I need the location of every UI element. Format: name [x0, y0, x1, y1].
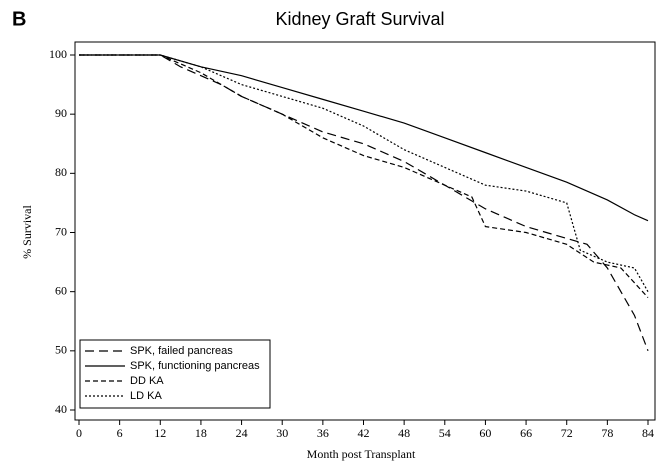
- x-tick-label: 0: [76, 426, 82, 440]
- legend-box: [79, 339, 271, 409]
- y-tick-label: 50: [55, 343, 67, 357]
- legend-label: LD KA: [130, 390, 162, 402]
- x-tick-label: 36: [317, 426, 329, 440]
- y-tick-label: 60: [55, 283, 67, 297]
- x-tick-label: 6: [117, 426, 123, 440]
- y-tick-label: 70: [55, 224, 67, 238]
- legend-label: SPK, functioning pancreas: [130, 360, 260, 372]
- x-axis-label: Month post Transplant: [307, 447, 416, 461]
- x-tick-label: 48: [398, 426, 410, 440]
- x-tick-label: 18: [195, 426, 207, 440]
- survival-line: [79, 54, 649, 292]
- x-tick-label: 24: [236, 426, 248, 440]
- x-tick-label: 12: [154, 426, 166, 440]
- x-tick-label: 60: [479, 426, 491, 440]
- chart-title: Kidney Graft Survival: [275, 9, 444, 29]
- y-axis-label: % Survival: [20, 205, 34, 259]
- x-tick-label: 72: [561, 426, 573, 440]
- x-tick-label: 42: [358, 426, 370, 440]
- y-tick-label: 90: [55, 106, 67, 120]
- y-tick-label: 80: [55, 165, 67, 179]
- legend-label: SPK, failed pancreas: [130, 345, 233, 357]
- legend-label: DD KA: [130, 375, 164, 387]
- x-tick-label: 54: [439, 426, 451, 440]
- survival-line: [79, 54, 649, 222]
- y-tick-label: 40: [55, 402, 67, 416]
- panel-label: B: [12, 8, 26, 30]
- x-tick-label: 78: [601, 426, 613, 440]
- survival-line: [79, 54, 649, 298]
- survival-line: [79, 54, 649, 352]
- y-tick-label: 100: [49, 47, 67, 61]
- x-tick-label: 66: [520, 426, 532, 440]
- x-tick-label: 84: [642, 426, 654, 440]
- plot-frame: [74, 41, 656, 421]
- x-tick-label: 30: [276, 426, 288, 440]
